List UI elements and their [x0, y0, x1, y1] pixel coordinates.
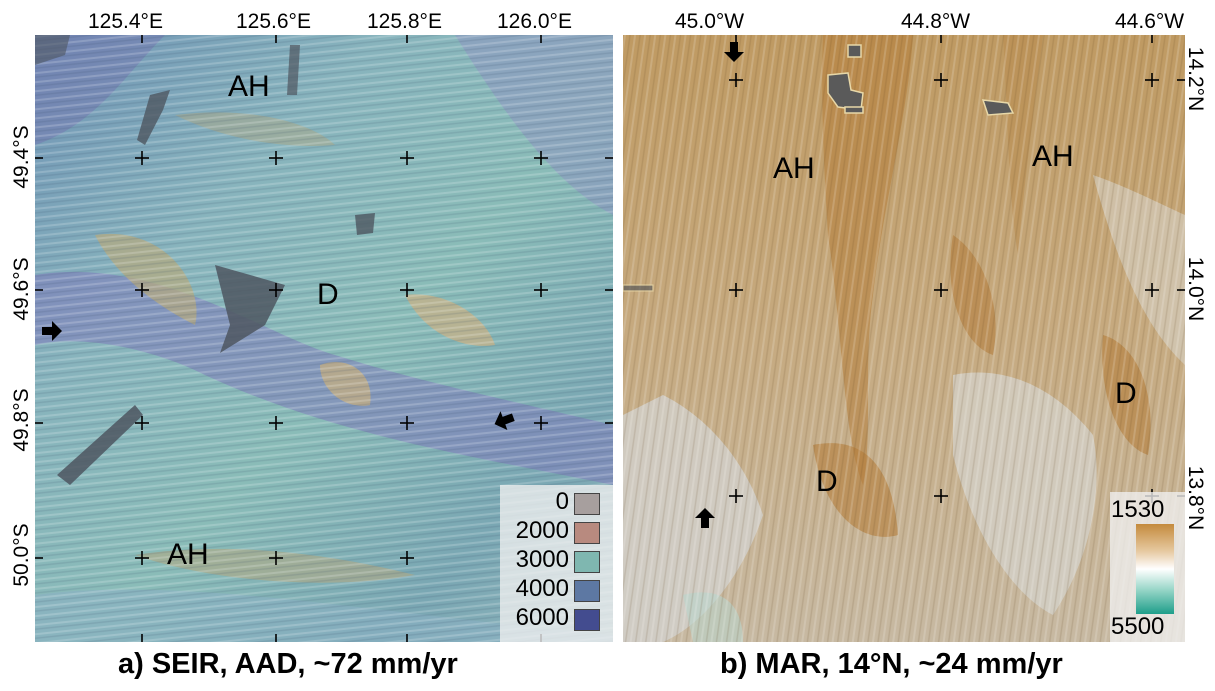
legend-value: 1530: [1111, 496, 1165, 523]
dome-label: D: [1115, 377, 1137, 410]
legend-swatch: [574, 580, 600, 602]
arrow-icon: [724, 42, 744, 62]
lat-tick-label: 49.6°S: [10, 257, 33, 321]
abyssal-hill-label: AH: [228, 70, 270, 103]
lat-tick-label: 14.2°N: [1184, 46, 1207, 112]
legend-value: 3000: [515, 546, 569, 573]
lon-tick-label: 44.6°W: [1115, 10, 1185, 33]
legend-color-ramp: [1136, 524, 1174, 614]
lon-tick-label: 125.8°E: [367, 10, 442, 33]
dome-label: D: [317, 278, 339, 311]
legend-value: 6000: [515, 604, 569, 631]
lat-tick-label: 49.8°S: [10, 388, 33, 452]
abyssal-hill-label: AH: [773, 152, 815, 185]
legend-swatch: [574, 551, 600, 573]
panel-a-caption: a) SEIR, AAD, ~72 mm/yr: [118, 648, 458, 680]
legend-swatch: [574, 522, 600, 544]
legend-value: 4000: [515, 575, 569, 602]
lon-tick-label: 45.0°W: [675, 10, 745, 33]
depth-legend-a: 0 2000 3000 4000 6000: [500, 485, 613, 642]
arrow-icon: [42, 321, 62, 341]
lon-tick-label: 125.4°E: [88, 10, 163, 33]
legend-swatch: [574, 493, 600, 515]
bathymetry-map-b: [623, 35, 1185, 642]
arrow-icon: [695, 508, 715, 528]
lat-tick-label: 49.4°S: [10, 125, 33, 189]
bathymetry-relief-b: [623, 35, 1185, 642]
lon-tick-label: 125.6°E: [236, 10, 311, 33]
legend-swatch: [574, 609, 600, 631]
abyssal-hill-label: AH: [1032, 140, 1074, 173]
abyssal-hill-label: AH: [167, 538, 209, 571]
legend-value: 0: [555, 488, 569, 515]
lat-tick-label: 14.0°N: [1184, 256, 1207, 322]
depth-legend-b: 1530 5500: [1110, 492, 1185, 642]
lat-tick-label: 13.8°N: [1184, 465, 1207, 531]
lon-tick-label: 126.0°E: [497, 10, 572, 33]
legend-value: 2000: [515, 517, 569, 544]
panel-b-caption: b) MAR, 14°N, ~24 mm/yr: [720, 648, 1063, 680]
legend-value: 5500: [1111, 613, 1165, 640]
arrow-icon: [494, 411, 515, 431]
lat-tick-label: 50.0°S: [10, 523, 33, 587]
dome-label: D: [816, 465, 838, 498]
lon-tick-label: 44.8°W: [901, 10, 971, 33]
